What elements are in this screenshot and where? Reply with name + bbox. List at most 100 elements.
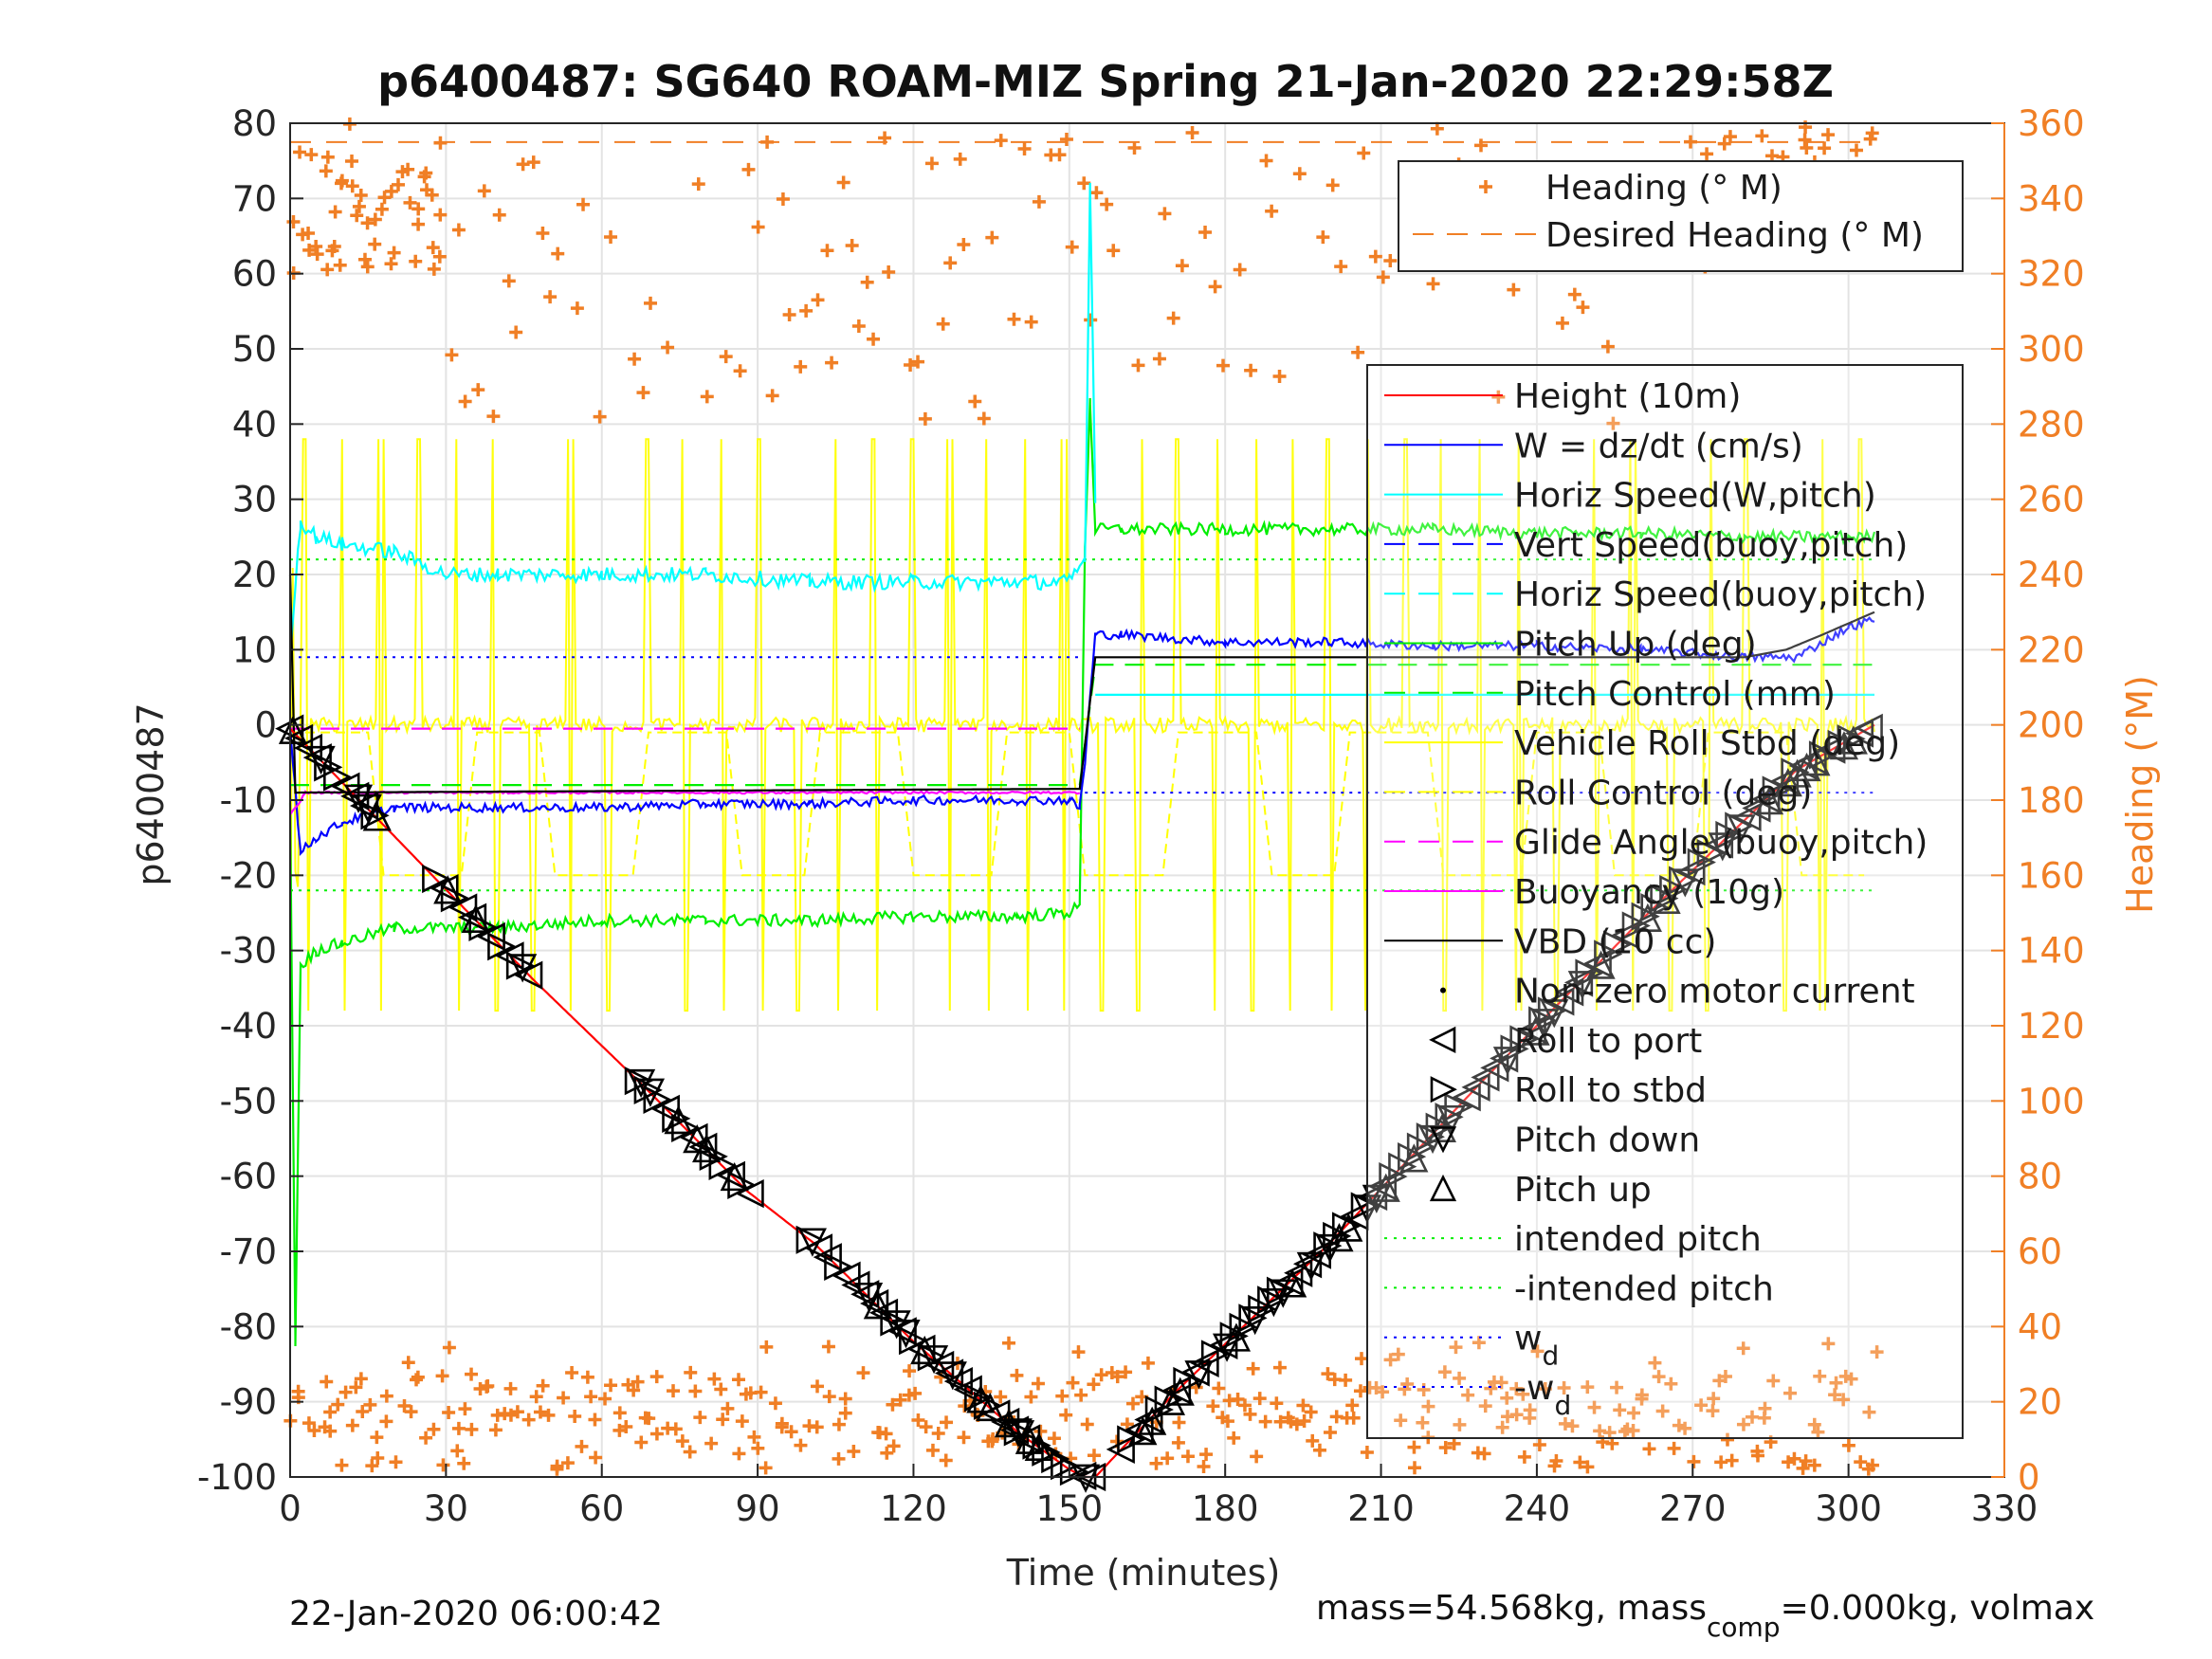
heading-mark <box>1627 1406 1641 1420</box>
y-tick-label: -70 <box>220 1231 277 1272</box>
heading-mark <box>957 238 971 252</box>
heading-mark <box>536 226 550 240</box>
heading-mark <box>631 1375 645 1389</box>
heading-mark <box>994 134 1008 148</box>
motor-marker <box>1727 814 1756 844</box>
y-right-tick-label: 160 <box>2018 855 2085 896</box>
x-tick-label: 0 <box>279 1488 302 1529</box>
y-right-tick-label: 60 <box>2018 1231 2062 1272</box>
heading-mark <box>1517 1449 1531 1464</box>
heading-mark <box>432 249 447 264</box>
heading-mark <box>419 1431 433 1445</box>
heading-mark <box>533 1405 547 1419</box>
motor-marker <box>1545 987 1575 1016</box>
heading-mark <box>1509 1408 1524 1422</box>
pitch-control-line <box>290 664 1874 787</box>
heading-mark <box>704 1436 719 1450</box>
heading-mark <box>1694 1398 1709 1413</box>
heading-mark <box>435 1369 449 1383</box>
heading-mark <box>1849 143 1863 157</box>
heading-mark <box>1720 1432 1734 1447</box>
heading-mark <box>1538 1381 1552 1395</box>
heading-mark <box>1453 1371 1467 1385</box>
footer-mass-tail: =0.000kg, volmax <box>1781 1589 2095 1628</box>
heading-mark <box>1171 1435 1185 1449</box>
heading-mark <box>1161 1451 1175 1466</box>
motor-marker <box>1128 1416 1158 1446</box>
x-tick-label: 90 <box>736 1488 780 1529</box>
heading-mark <box>325 244 339 258</box>
heading-mark <box>335 1458 349 1472</box>
heading-mark <box>477 184 491 198</box>
heading-mark <box>644 296 658 310</box>
legend-label: Horiz Speed(buoy,pitch) <box>1514 575 1927 614</box>
motor-marker <box>283 723 314 753</box>
heading-mark <box>1066 1376 1080 1390</box>
heading-mark <box>1844 1372 1858 1386</box>
heading-mark <box>379 1414 393 1429</box>
heading-mark <box>433 136 448 150</box>
y-right-tick-label: 80 <box>2018 1157 2062 1197</box>
legend-triangle <box>1429 1126 1457 1154</box>
heading-mark <box>719 350 733 364</box>
y-tick-label: -40 <box>220 1006 277 1047</box>
y-right-tick-label: 320 <box>2018 254 2085 295</box>
legend-label: intended pitch <box>1514 1220 1762 1259</box>
heading-mark <box>1602 1426 1617 1440</box>
heading-mark <box>1407 1440 1421 1454</box>
x-tick-label: 30 <box>424 1488 468 1529</box>
legend-label: Pitch Up (deg) <box>1514 626 1757 665</box>
motor-marker <box>1676 856 1706 886</box>
heading-mark <box>1065 240 1079 254</box>
heading-mark <box>735 1414 749 1429</box>
heading-mark <box>931 1426 945 1440</box>
heading-mark <box>352 199 366 213</box>
heading-mark <box>1417 1383 1431 1397</box>
heading-mark <box>1800 140 1814 155</box>
heading-mark <box>716 1413 730 1427</box>
heading-mark <box>1252 1392 1267 1406</box>
heading-mark <box>425 188 439 202</box>
heading-mark <box>1862 1405 1876 1419</box>
heading-mark <box>304 148 319 162</box>
heading-mark <box>1321 1367 1335 1381</box>
heading-mark <box>1297 1414 1311 1429</box>
horiz-speed-line <box>288 182 1097 657</box>
heading-mark <box>691 177 705 191</box>
heading-mark <box>759 1461 773 1475</box>
heading-mark <box>1292 167 1307 181</box>
heading-mark <box>675 1434 689 1449</box>
motor-marker <box>832 1261 861 1290</box>
y-right-tick-label: 120 <box>2018 1006 2085 1047</box>
heading-mark <box>604 1378 618 1393</box>
y-tick-label: 70 <box>232 178 277 219</box>
heading-mark <box>1368 249 1382 264</box>
heading-mark <box>345 154 359 168</box>
heading-mark <box>1421 1399 1435 1413</box>
heading-mark <box>392 177 406 191</box>
footer-mass: mass=54.568kg, masscomp=0.000kg, volmax <box>1316 1589 2094 1643</box>
heading-mark <box>1613 1403 1627 1417</box>
heading-mark <box>465 1367 479 1381</box>
heading-mark <box>1573 1455 1587 1469</box>
y-tick-label: -80 <box>220 1306 277 1347</box>
heading-mark <box>1687 1454 1701 1468</box>
heading-mark <box>471 383 485 397</box>
heading-mark <box>1813 1369 1827 1383</box>
heading-mark <box>1472 1336 1486 1350</box>
motor-marker <box>1032 1437 1061 1467</box>
heading-mark <box>345 1418 359 1432</box>
heading-mark <box>1059 133 1073 147</box>
roll-trace <box>289 438 1875 1012</box>
heading-mark <box>765 389 779 403</box>
y-right-tick-label: 280 <box>2018 404 2085 445</box>
heading-mark <box>1766 1374 1781 1388</box>
heading-mark <box>357 252 372 266</box>
motor-marker <box>671 1113 701 1142</box>
heading-mark <box>825 356 839 370</box>
heading-mark <box>1074 1388 1088 1402</box>
heading-mark <box>1447 1436 1461 1450</box>
heading-mark <box>335 173 349 188</box>
heading-mark <box>319 164 333 178</box>
heading-mark <box>1758 1401 1772 1415</box>
